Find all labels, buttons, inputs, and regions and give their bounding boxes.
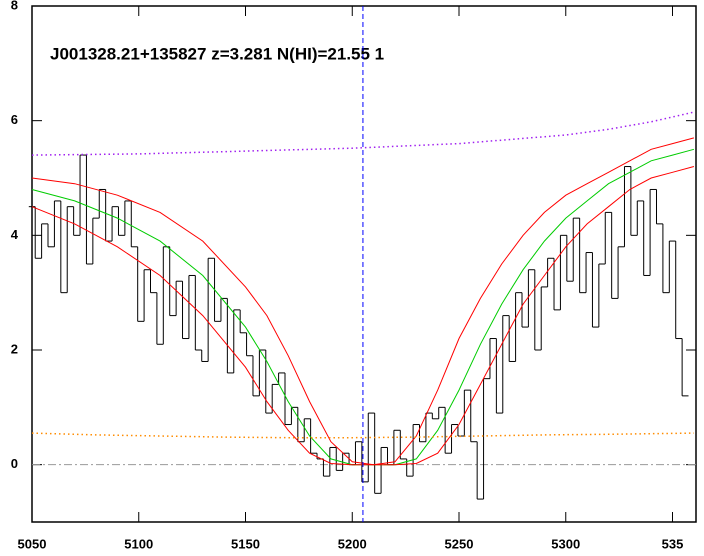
y-tick-label: 0 [11, 456, 18, 471]
y-tick-label: 8 [11, 0, 18, 12]
x-tick-label: 5250 [445, 536, 474, 551]
y-tick-label: 6 [11, 112, 18, 127]
dotted-curve [31, 432, 694, 439]
model-curve [31, 148, 695, 466]
chart-title: J001328.21+135827 z=3.281 N(HI)=21.55 1 [50, 44, 384, 63]
x-tick-label: 5300 [551, 536, 580, 551]
model-curve [31, 137, 695, 466]
x-tick-label: 5100 [124, 536, 153, 551]
x-tick-label: 5050 [18, 536, 47, 551]
x-tick-label: 5150 [231, 536, 260, 551]
x-tick-label: 535 [662, 536, 684, 551]
y-tick-label: 4 [11, 227, 19, 242]
y-tick-label: 2 [11, 341, 18, 356]
x-tick-label: 5200 [338, 536, 367, 551]
plot-frame [31, 5, 697, 523]
model-curve [31, 166, 695, 466]
